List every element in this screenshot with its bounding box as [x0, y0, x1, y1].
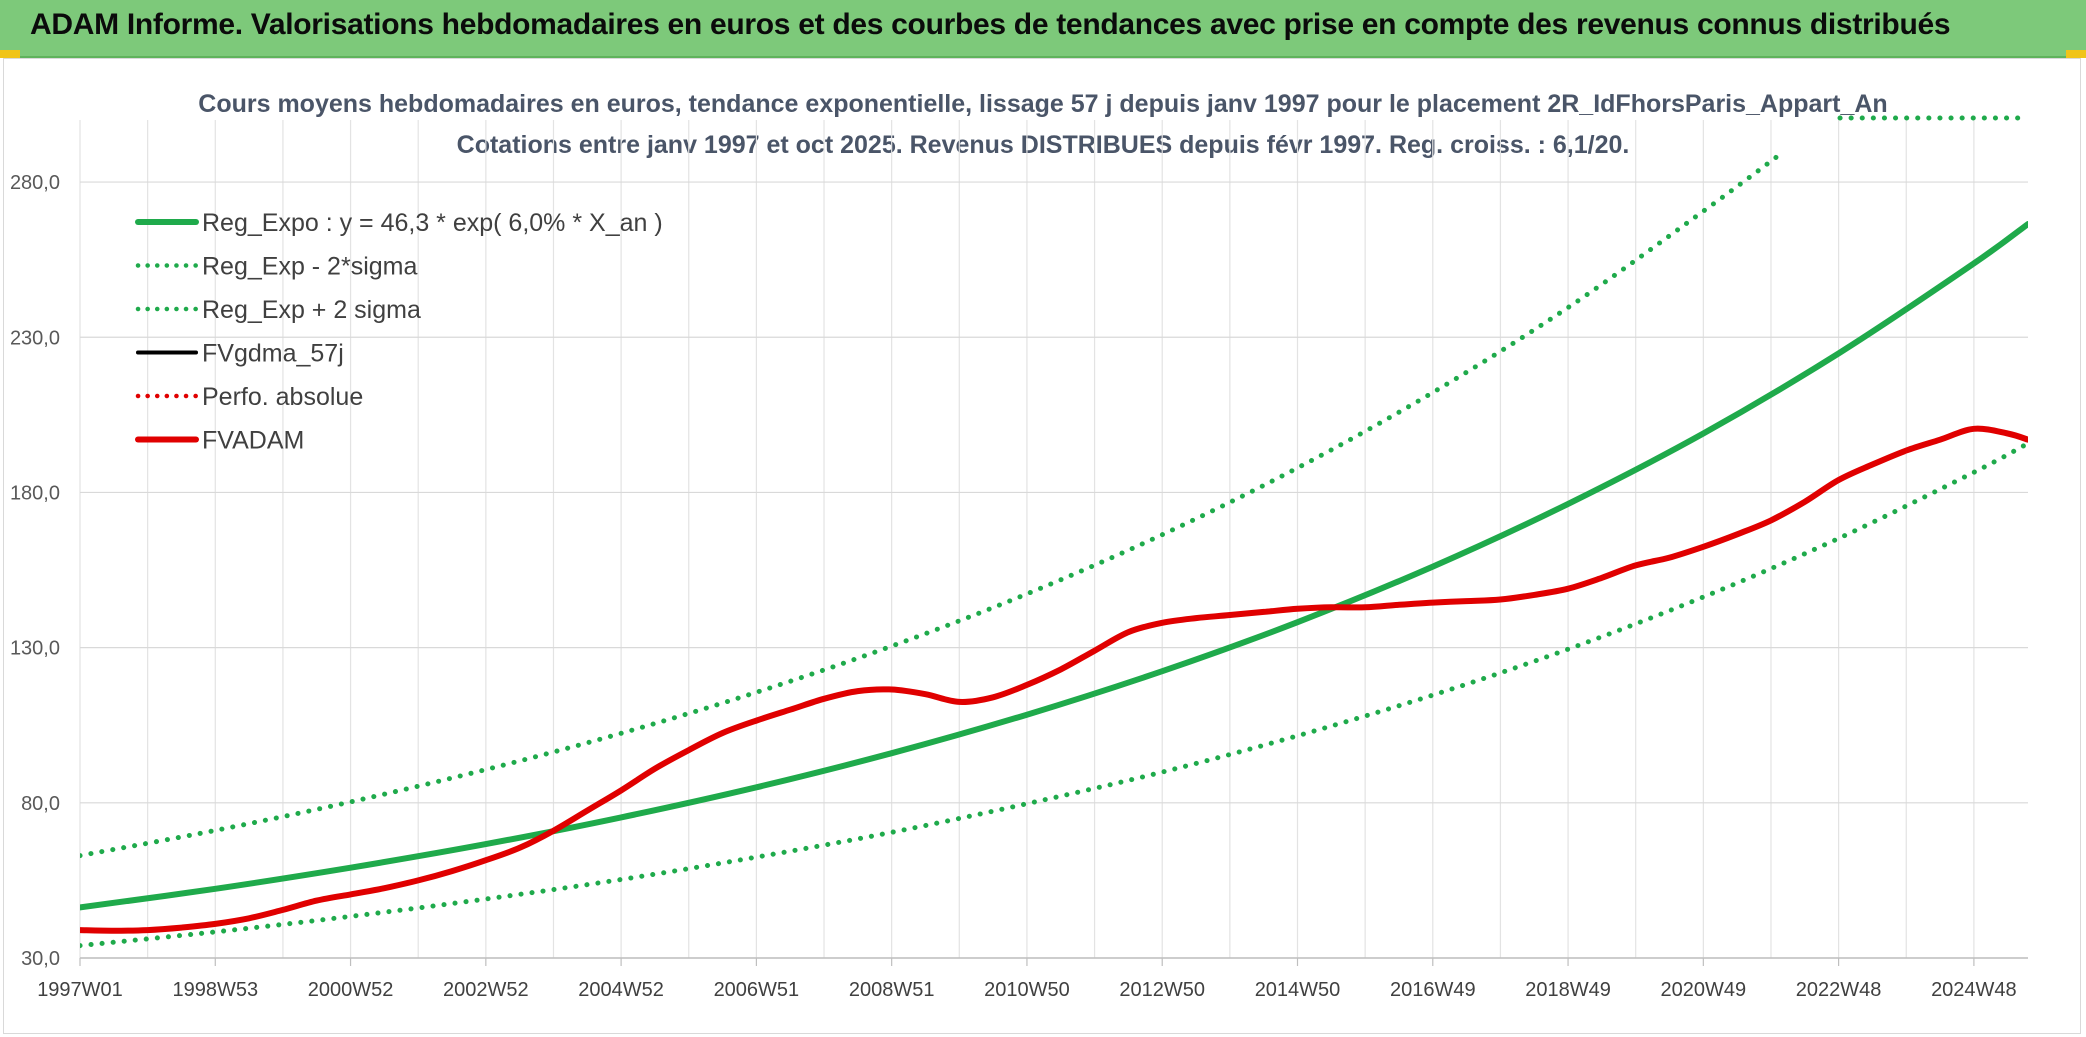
x-tick-label: 2016W49	[1390, 979, 1476, 1001]
legend-reg-expo-label: Reg_Expo : y = 46,3 * exp( 6,0% * X_an )	[202, 209, 663, 237]
x-tick-label: 2000W52	[308, 979, 394, 1001]
x-tick-label: 2004W52	[578, 979, 664, 1001]
x-tick-label: 2006W51	[714, 979, 800, 1001]
x-tick-label: 1997W01	[37, 979, 123, 1001]
y-tick-label: 230,0	[10, 327, 60, 349]
x-tick-label: 2010W50	[984, 979, 1070, 1001]
banner-title: ADAM Informe. Valorisations hebdomadaire…	[30, 8, 1951, 41]
y-tick-label: 180,0	[10, 482, 60, 504]
series-reg-exp-minus-2sigma	[80, 440, 2028, 949]
x-tick-label: 2012W50	[1119, 979, 1205, 1001]
left-corner-tab	[0, 50, 20, 58]
x-tick-label: 2022W48	[1796, 979, 1882, 1001]
x-tick-label: 2008W51	[849, 979, 935, 1001]
legend-reg-exp-minus-2sigma-label: Reg_Exp - 2*sigma	[202, 253, 417, 281]
y-tick-label: 80,0	[21, 793, 60, 815]
chart-frame	[3, 58, 2081, 1034]
right-corner-tab	[2066, 50, 2086, 58]
legend: Reg_Expo : y = 46,3 * exp( 6,0% * X_an )…	[135, 209, 663, 455]
banner: ADAM Informe. Valorisations hebdomadaire…	[0, 0, 2086, 58]
x-tick-label: 2014W50	[1255, 979, 1341, 1001]
legend-perfo-absolue-label: Perfo. absolue	[202, 383, 363, 411]
x-tick-label: 2020W49	[1661, 979, 1747, 1001]
y-tick-label: 280,0	[10, 172, 60, 194]
chart-title: Cours moyens hebdomadaires en euros, ten…	[198, 90, 1888, 118]
series-reg-exp-plus-2sigma	[80, 148, 1787, 859]
legend-fvgdma-57j-label: FVgdma_57j	[202, 340, 344, 368]
x-tick-label: 2018W49	[1525, 979, 1611, 1001]
legend-fvadam-label: FVADAM	[202, 427, 304, 455]
series-layer	[80, 115, 2031, 949]
chart-subtitle: Cotations entre janv 1997 et oct 2025. R…	[456, 131, 1630, 159]
x-tick-label: 2002W52	[443, 979, 529, 1001]
grid	[79, 120, 2028, 959]
y-tick-label: 30,0	[21, 948, 60, 970]
series-fvadam	[80, 425, 2028, 934]
legend-reg-exp-plus-2sigma-label: Reg_Exp + 2 sigma	[202, 296, 421, 324]
y-tick-label: 130,0	[10, 638, 60, 660]
x-tick-label: 2024W48	[1931, 979, 2017, 1001]
axes: 30,0 80,0 130,0 180,0 230,0 280,0 1997W01 1998W…	[10, 172, 2028, 1001]
series-reg-expo	[80, 221, 2028, 911]
x-tick-label: 1998W53	[172, 979, 258, 1001]
